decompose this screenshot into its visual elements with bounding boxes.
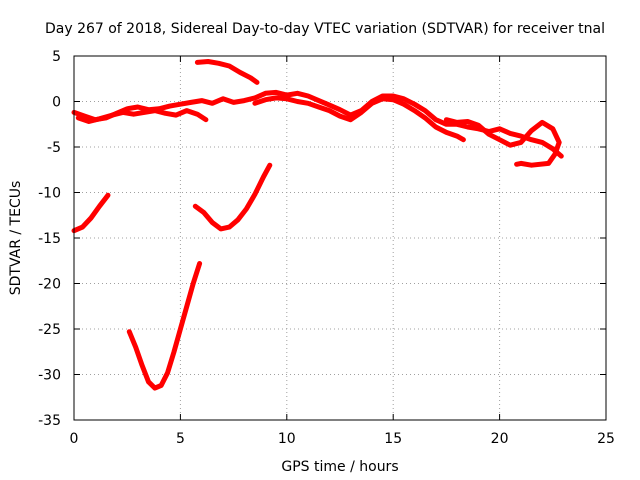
y-tick-label: -35 [38,413,61,429]
series-main-band-a [71,89,564,159]
y-tick-label: 5 [52,49,61,65]
axis-ticks: 0 5 10 15 20 25 5 0 -5 -10 -15 -20 -25 -30 -35 [38,49,615,447]
y-tick-label: -15 [38,231,61,247]
chart-title: Day 267 of 2018, Sidereal Day-to-day VTE… [45,21,605,37]
y-tick-label: 0 [52,95,61,111]
y-tick-label: -10 [38,186,61,202]
x-tick-label: 5 [176,431,185,447]
series-left-segment [71,192,111,234]
y-tick-label: -25 [38,322,61,338]
series-main-band-d [443,117,562,168]
series-deep-dip [126,261,203,391]
x-tick-label: 25 [597,431,615,447]
series-main-band-b [75,108,209,124]
y-axis-label: SDTVAR / TECUs [8,181,24,296]
series-middle-dip [192,162,273,232]
grid-lines [74,56,606,420]
x-tick-label: 20 [491,431,509,447]
x-tick-label: 0 [70,431,79,447]
x-tick-label: 10 [278,431,296,447]
series-upper-arc [194,59,260,85]
x-tick-label: 15 [384,431,402,447]
x-axis-label: GPS time / hours [281,459,398,475]
y-tick-label: -20 [38,277,61,293]
y-tick-label: -30 [38,368,61,384]
data-series [71,59,564,391]
y-tick-label: -5 [47,140,61,156]
series-main-band-c [252,95,466,143]
